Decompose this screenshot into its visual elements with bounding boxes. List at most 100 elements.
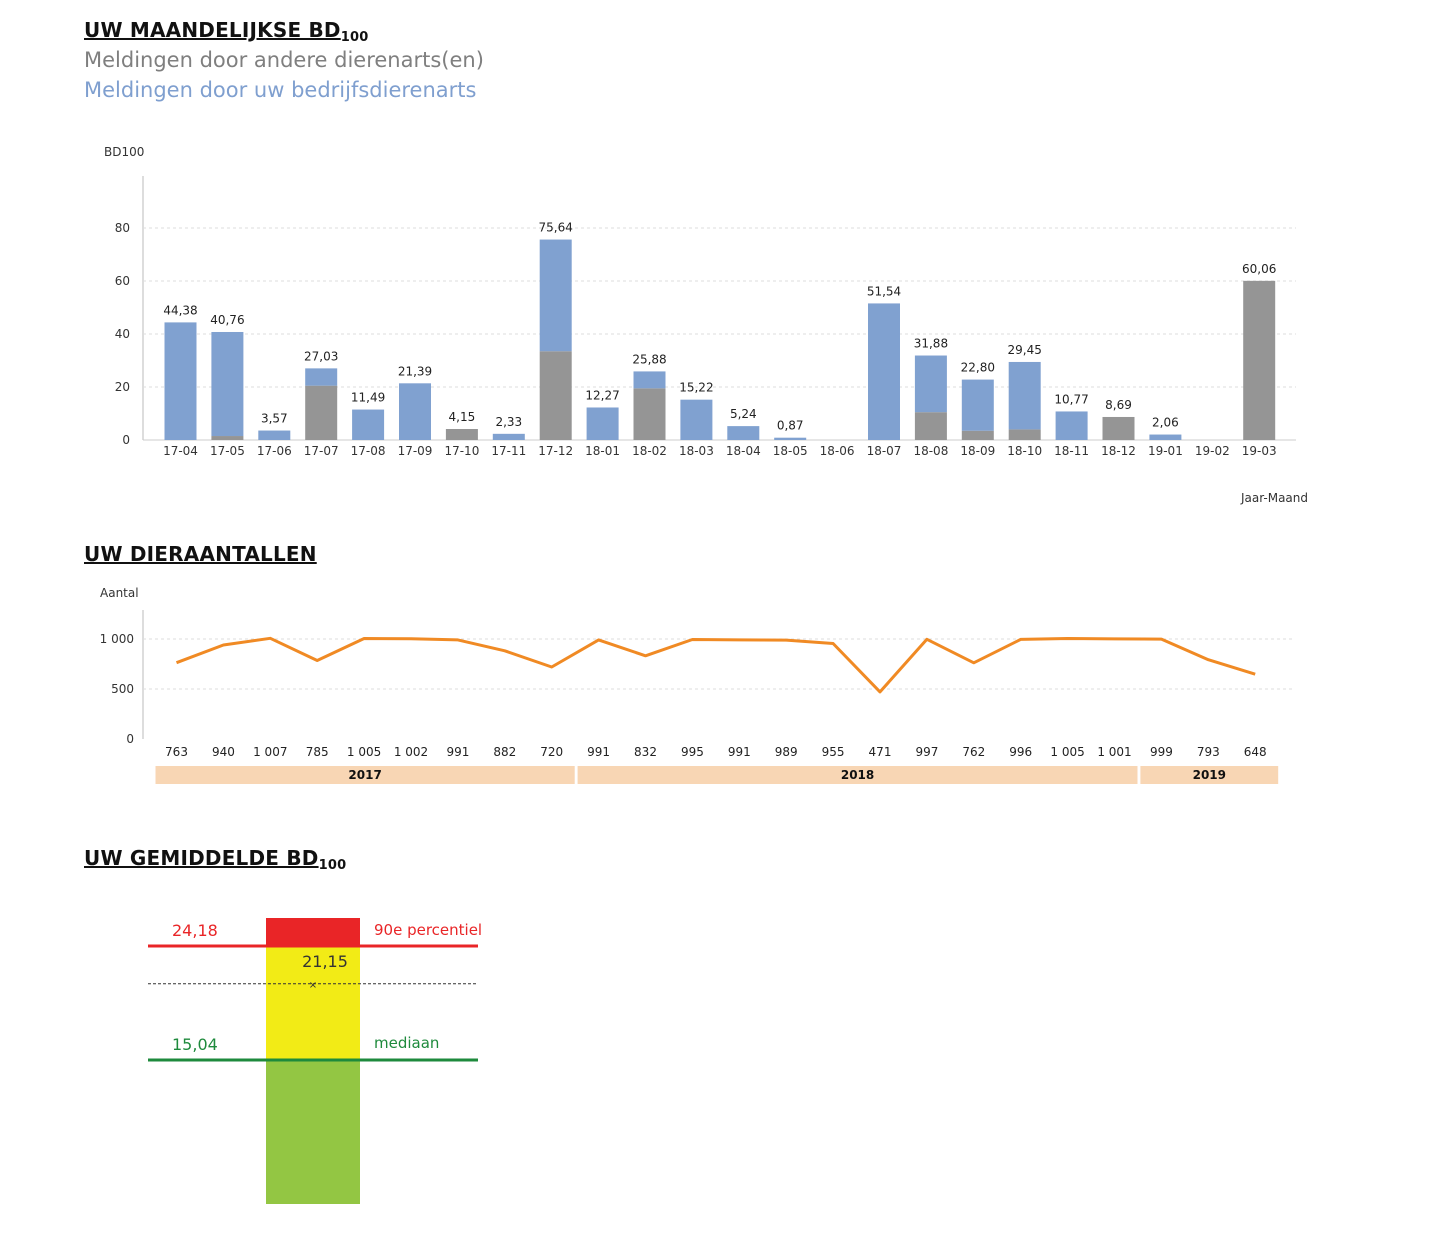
bar-x-tick-label: 18-10	[1007, 444, 1042, 458]
bar-y-tick-label: 80	[115, 221, 130, 235]
bar-x-tick-label: 17-07	[304, 444, 339, 458]
bar-own-vet	[868, 303, 900, 440]
bar-own-vet	[727, 426, 760, 440]
line-value-label: 989	[775, 745, 798, 759]
line-value-label: 996	[1009, 745, 1032, 759]
animal-count-title-text: UW DIERAANTALLEN	[84, 542, 317, 566]
bar-own-vet	[352, 409, 385, 440]
legend-other-vet: Meldingen door andere dierenarts(en)	[84, 48, 484, 72]
bar-x-tick-label: 18-05	[773, 444, 808, 458]
line-value-label: 1 002	[394, 745, 428, 759]
year-band	[1140, 766, 1279, 784]
bar-total-label: 51,54	[867, 284, 901, 298]
bar-other-vet	[1243, 280, 1276, 440]
bar-total-label: 10,77	[1054, 392, 1088, 406]
bd100-monthly-title: UW MAANDELIJKSE BD100	[84, 18, 368, 45]
year-band	[577, 766, 1138, 784]
bar-own-vet	[774, 437, 807, 440]
bar-other-vet	[539, 351, 572, 440]
gauge-red-zone	[266, 918, 360, 946]
line-value-label: 1 001	[1097, 745, 1131, 759]
bar-x-tick-label: 17-12	[538, 444, 573, 458]
bar-other-vet	[961, 430, 994, 440]
line-value-label: 832	[634, 745, 657, 759]
bd100-average-title-text: UW GEMIDDELDE BD	[84, 846, 319, 870]
bar-own-vet	[399, 383, 431, 440]
bar-total-label: 3,57	[261, 412, 288, 426]
bd100-monthly-title-sub: 100	[340, 30, 369, 45]
bar-total-label: 4,15	[449, 410, 476, 424]
bar-total-label: 27,03	[304, 349, 338, 363]
bar-own-vet	[633, 371, 666, 389]
year-band-label: 2019	[1193, 768, 1226, 782]
bar-x-tick-label: 19-02	[1195, 444, 1230, 458]
bar-y-tick-label: 20	[115, 380, 130, 394]
line-value-label: 762	[962, 745, 985, 759]
median-text-label: mediaan	[374, 1034, 439, 1052]
bar-x-tick-label: 17-09	[398, 444, 433, 458]
line-value-label: 991	[728, 745, 751, 759]
value-marker: ×	[309, 980, 317, 991]
value-label: 21,15	[302, 952, 348, 971]
animal-count-title: UW DIERAANTALLEN	[84, 542, 317, 566]
bar-x-tick-label: 18-04	[726, 444, 761, 458]
bar-x-tick-label: 17-11	[491, 444, 526, 458]
year-band	[155, 766, 575, 784]
bar-other-vet	[633, 388, 666, 440]
bar-total-label: 12,27	[585, 388, 619, 402]
bar-total-label: 15,22	[679, 381, 713, 395]
bar-total-label: 11,49	[351, 391, 385, 405]
line-value-label: 955	[822, 745, 845, 759]
bar-x-tick-label: 18-11	[1054, 444, 1089, 458]
animal-count-line	[175, 636, 1256, 694]
line-value-label: 1 005	[347, 745, 381, 759]
bar-own-vet	[164, 322, 197, 440]
bar-own-vet	[1149, 434, 1182, 440]
line-value-label: 997	[915, 745, 938, 759]
bar-total-label: 44,38	[163, 303, 197, 317]
bar-x-tick-label: 18-01	[585, 444, 620, 458]
bar-own-vet	[258, 430, 291, 440]
bar-x-tick-label: 17-06	[257, 444, 292, 458]
legend-own-vet: Meldingen door uw bedrijfsdierenarts	[84, 78, 477, 102]
p90-text-label: 90e percentiel	[374, 921, 482, 939]
bar-other-vet	[445, 429, 478, 440]
bar-total-label: 21,39	[398, 364, 432, 378]
median-value-label: 15,04	[172, 1035, 218, 1054]
bar-y-tick-label: 0	[122, 433, 130, 447]
line-y-tick-label: 0	[126, 732, 134, 746]
line-value-label: 1 007	[253, 745, 287, 759]
bar-total-label: 2,06	[1152, 416, 1179, 430]
bar-x-tick-label: 17-08	[351, 444, 386, 458]
line-value-label: 785	[306, 745, 329, 759]
bar-x-tick-label: 18-06	[820, 444, 855, 458]
bar-x-tick-label: 17-04	[163, 444, 198, 458]
bar-other-vet	[1102, 416, 1135, 440]
bar-total-label: 2,33	[495, 415, 522, 429]
bd100-average-title-sub: 100	[318, 858, 347, 873]
line-value-label: 940	[212, 745, 235, 759]
bar-other-vet	[1008, 429, 1041, 440]
bar-own-vet	[914, 355, 947, 413]
line-value-label: 793	[1197, 745, 1220, 759]
bar-total-label: 75,64	[539, 221, 573, 235]
gauge-yellow-zone	[266, 946, 360, 1060]
bar-own-vet	[586, 407, 619, 440]
line-value-label: 763	[165, 745, 188, 759]
bar-own-vet	[539, 239, 572, 352]
bar-x-tick-label: 18-03	[679, 444, 714, 458]
bar-own-vet	[211, 331, 244, 437]
bar-other-vet	[211, 436, 244, 440]
line-value-label: 991	[446, 745, 469, 759]
line-value-label: 999	[1150, 745, 1173, 759]
bar-y-tick-label: 60	[115, 274, 130, 288]
bar-x-tick-label: 17-05	[210, 444, 245, 458]
bar-x-tick-label: 18-08	[913, 444, 948, 458]
bd100-monthly-title-text: UW MAANDELIJKSE BD	[84, 18, 341, 42]
gauge-green-zone	[266, 1060, 360, 1204]
bd100-average-title: UW GEMIDDELDE BD100	[84, 846, 346, 873]
bar-x-tick-label: 18-02	[632, 444, 667, 458]
bar-total-label: 5,24	[730, 407, 757, 421]
bar-total-label: 31,88	[914, 337, 948, 351]
